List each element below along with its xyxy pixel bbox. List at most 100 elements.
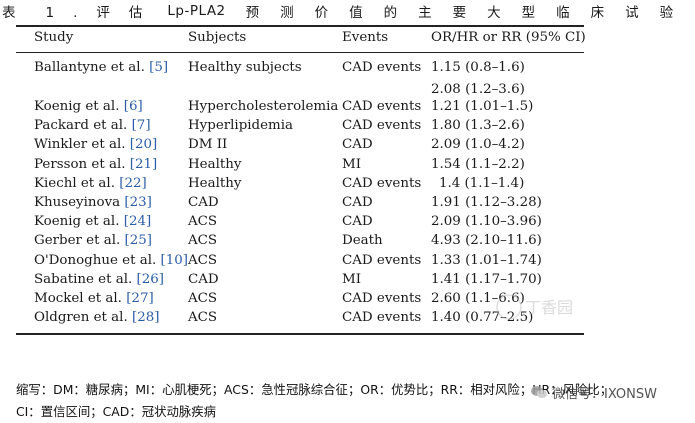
- reference-link[interactable]: [7]: [131, 118, 151, 133]
- study-author: Khuseyinova: [34, 195, 121, 210]
- wechat-icon: [531, 386, 547, 398]
- cell-ratio: 1.40 (0.77–2.5): [431, 310, 534, 325]
- footnote-line-2: CI：置信区间；CAD：冠状动脉疾病: [16, 404, 217, 419]
- cell-study: Kiechl et al. [22]: [34, 176, 147, 191]
- cell-ratio: 1.80 (1.3–2.6): [431, 118, 525, 133]
- table-row: Khuseyinova [23] CAD CAD 1.91 (1.12–3.28): [0, 195, 695, 214]
- reference-link[interactable]: [28]: [131, 310, 160, 325]
- cell-subjects: CAD: [188, 272, 219, 287]
- wechat-watermark-text: 微信号：IXONSW: [552, 386, 657, 402]
- cell-study: Oldgren et al. [28]: [34, 310, 159, 325]
- study-author: Packard et al.: [34, 118, 128, 133]
- reference-link[interactable]: [5]: [149, 60, 169, 75]
- header-subjects: Subjects: [188, 30, 247, 45]
- cell-events: CAD: [342, 195, 373, 210]
- cell-ratio: 1.33 (1.01–1.74): [431, 253, 542, 268]
- table-header-row: Study Subjects Events OR/HR or RR (95% C…: [0, 30, 695, 49]
- cell-subjects: ACS: [188, 310, 218, 325]
- cell-study: Khuseyinova [23]: [34, 195, 152, 210]
- cell-events: CAD events: [342, 253, 422, 268]
- study-author: Sabatine et al.: [34, 272, 133, 287]
- cell-ratio: 1.41 (1.17–1.70): [431, 272, 542, 287]
- table-row: Sabatine et al. [26] CAD MI 1.41 (1.17–1.70…: [0, 272, 695, 291]
- cell-ratio: 2.09 (1.10–3.96): [431, 214, 542, 229]
- cell-study: O'Donoghue et al. [10]: [34, 253, 188, 268]
- cell-subjects: ACS: [188, 253, 218, 268]
- study-author: Winkler et al.: [34, 137, 126, 152]
- cell-subjects: Healthy: [188, 176, 242, 191]
- reference-link[interactable]: [24]: [123, 214, 152, 229]
- reference-link[interactable]: [22]: [119, 176, 147, 191]
- cell-ratio: 2.08 (1.2–3.6): [431, 82, 525, 97]
- study-author: Mockel et al.: [34, 291, 122, 306]
- cell-events: Death: [342, 233, 383, 248]
- header-study: Study: [34, 30, 74, 45]
- reference-link[interactable]: [23]: [124, 195, 152, 210]
- table-row: Kiechl et al. [22] Healthy CAD events 1.4 (…: [0, 176, 695, 195]
- reference-link[interactable]: [26]: [136, 272, 165, 287]
- cell-subjects: ACS: [188, 214, 218, 229]
- table-row: Mockel et al. [27] ACS CAD events 2.60 (1.1…: [0, 291, 695, 310]
- table-header-rule: [16, 52, 584, 53]
- table-row: Oldgren et al. [28] ACS CAD events 1.40 (0.…: [0, 310, 695, 329]
- cell-ratio: 2.60 (1.1–6.6): [431, 291, 525, 306]
- cell-study: Koenig et al. [24]: [34, 214, 151, 229]
- cell-subjects: Healthy: [188, 157, 242, 172]
- cell-subjects: ACS: [188, 233, 218, 248]
- cell-study: Packard et al. [7]: [34, 118, 151, 133]
- wechat-watermark: 微信号：IXONSW: [530, 382, 690, 402]
- reference-link[interactable]: [21]: [129, 157, 158, 172]
- study-author: Persson et al.: [34, 157, 126, 172]
- table-caption: 表 1.评估 Lp-PLA2 预测价值的主要大型临床试验: [2, 2, 695, 20]
- cell-subjects: CAD: [188, 195, 219, 210]
- table-row: Ballantyne et al. [5] Healthy subjects CAD…: [0, 60, 695, 79]
- table-row: Koenig et al. [6] Hypercholesterolemia CAD…: [0, 99, 695, 118]
- cell-ratio: 1.21 (1.01–1.5): [431, 99, 534, 114]
- study-author: Koenig et al.: [34, 99, 120, 114]
- cell-subjects: ACS: [188, 291, 218, 306]
- table-top-rule: [16, 25, 584, 27]
- table-row: Koenig et al. [24] ACS CAD 2.09 (1.10–3.96): [0, 214, 695, 233]
- reference-link[interactable]: [20]: [129, 137, 158, 152]
- caption-title: 预测价值的主要大型临床试验: [245, 5, 695, 20]
- cell-events: CAD events: [342, 176, 422, 191]
- cell-events: CAD events: [342, 291, 422, 306]
- cell-events: CAD events: [342, 310, 422, 325]
- cell-study: Winkler et al. [20]: [34, 137, 157, 152]
- footnote-line-1: 缩写：DM：糖尿病；MI：心肌梗死；ACS：急性冠脉综合征；OR：优势比；RR：…: [16, 382, 613, 397]
- reference-link[interactable]: [25]: [124, 233, 153, 248]
- cell-study: Mockel et al. [27]: [34, 291, 154, 306]
- cell-study: Gerber et al. [25]: [34, 233, 152, 248]
- cell-subjects: Hypercholesterolemia: [188, 99, 339, 114]
- caption-prefix: 表: [2, 5, 16, 20]
- cell-events: MI: [342, 272, 362, 287]
- study-author: Ballantyne et al.: [34, 60, 145, 75]
- cell-study: Koenig et al. [6]: [34, 99, 143, 114]
- cell-events: MI: [342, 157, 362, 172]
- cell-events: CAD events: [342, 60, 422, 75]
- table-row: Gerber et al. [25] ACS Death 4.93 (2.10–11.…: [0, 233, 695, 252]
- reference-link[interactable]: [6]: [123, 99, 143, 114]
- reference-link[interactable]: [27]: [126, 291, 154, 306]
- caption-keyword: Lp-PLA2: [167, 3, 226, 19]
- reference-link[interactable]: [10]: [160, 253, 189, 268]
- cell-ratio: 1.54 (1.1–2.2): [431, 157, 525, 172]
- cell-events: CAD: [342, 214, 373, 229]
- table-row: Winkler et al. [20] DM II CAD 2.09 (1.0–4.2…: [0, 137, 695, 156]
- cell-events: CAD events: [342, 118, 422, 133]
- cell-ratio: 2.09 (1.0–4.2): [431, 137, 525, 152]
- cell-ratio: 1.15 (0.8–1.6): [431, 60, 525, 75]
- cell-ratio: 1.4 (1.1–1.4): [439, 176, 525, 191]
- table-bottom-rule: [16, 333, 584, 335]
- study-author: Oldgren et al.: [34, 310, 128, 325]
- cell-study: Persson et al. [21]: [34, 157, 157, 172]
- cell-study: Sabatine et al. [26]: [34, 272, 164, 287]
- table-row: 2.08 (1.2–3.6): [0, 82, 695, 101]
- cell-events: CAD events: [342, 99, 422, 114]
- caption-number: 1.评估: [45, 5, 162, 20]
- cell-study: Ballantyne et al. [5]: [34, 60, 168, 75]
- cell-ratio: 1.91 (1.12–3.28): [431, 195, 542, 210]
- header-ratio: OR/HR or RR (95% CI): [431, 30, 586, 45]
- study-author: Gerber et al.: [34, 233, 121, 248]
- cell-ratio: 4.93 (2.10–11.6): [431, 233, 542, 248]
